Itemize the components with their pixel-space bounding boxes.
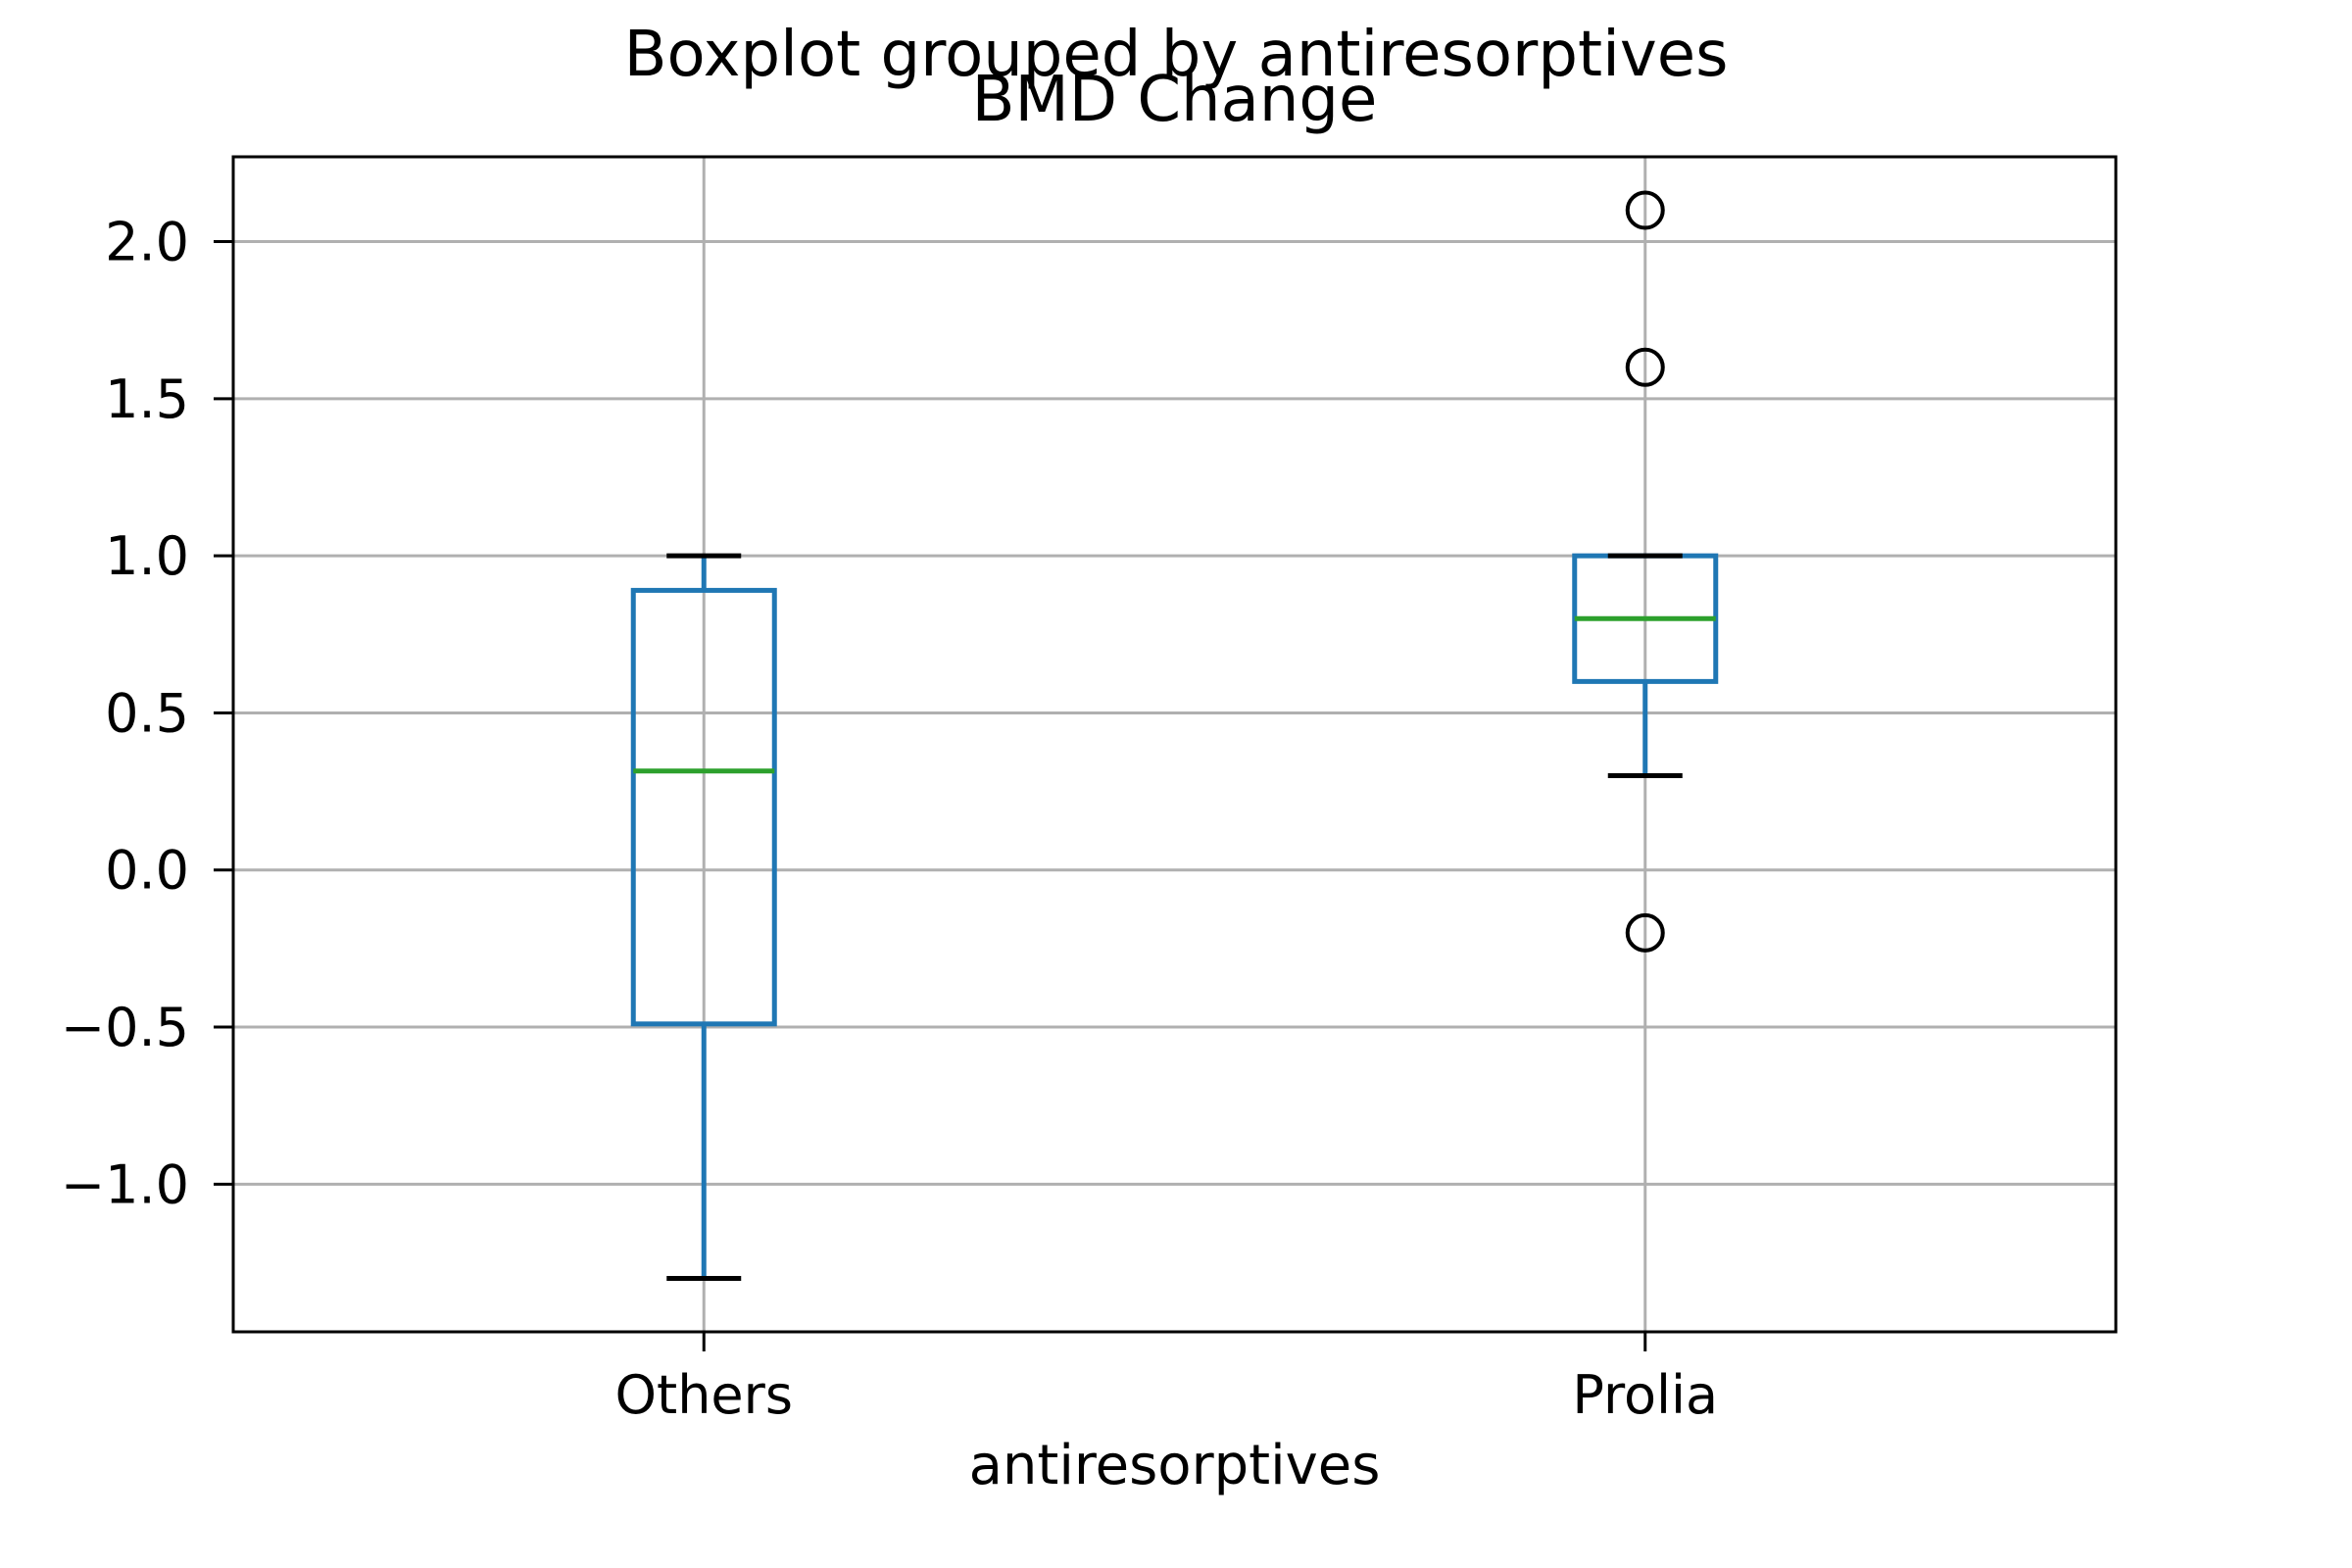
y-tick-label: 1.5 bbox=[105, 368, 189, 430]
y-tick-label: −0.5 bbox=[61, 997, 189, 1058]
outlier-point bbox=[1625, 912, 1665, 953]
outlier-point bbox=[1625, 190, 1665, 230]
figure-suptitle: Boxplot grouped by antiresorptives bbox=[623, 19, 1729, 91]
y-tick-label: 2.0 bbox=[105, 212, 189, 273]
x-tick-label: Prolia bbox=[1572, 1364, 1718, 1426]
axes-title: BMD Change bbox=[971, 64, 1378, 136]
x-tick-label: Others bbox=[615, 1364, 793, 1426]
y-tick-label: −1.0 bbox=[61, 1153, 189, 1215]
box-others bbox=[630, 587, 777, 1027]
y-tick-label: 0.5 bbox=[105, 682, 189, 744]
y-tick-label: 0.0 bbox=[105, 840, 189, 902]
x-axis-label: antiresorptives bbox=[968, 1434, 1381, 1497]
outlier-point bbox=[1625, 347, 1665, 387]
y-tick-label: 1.0 bbox=[105, 525, 189, 587]
axes-border bbox=[231, 155, 2118, 1334]
